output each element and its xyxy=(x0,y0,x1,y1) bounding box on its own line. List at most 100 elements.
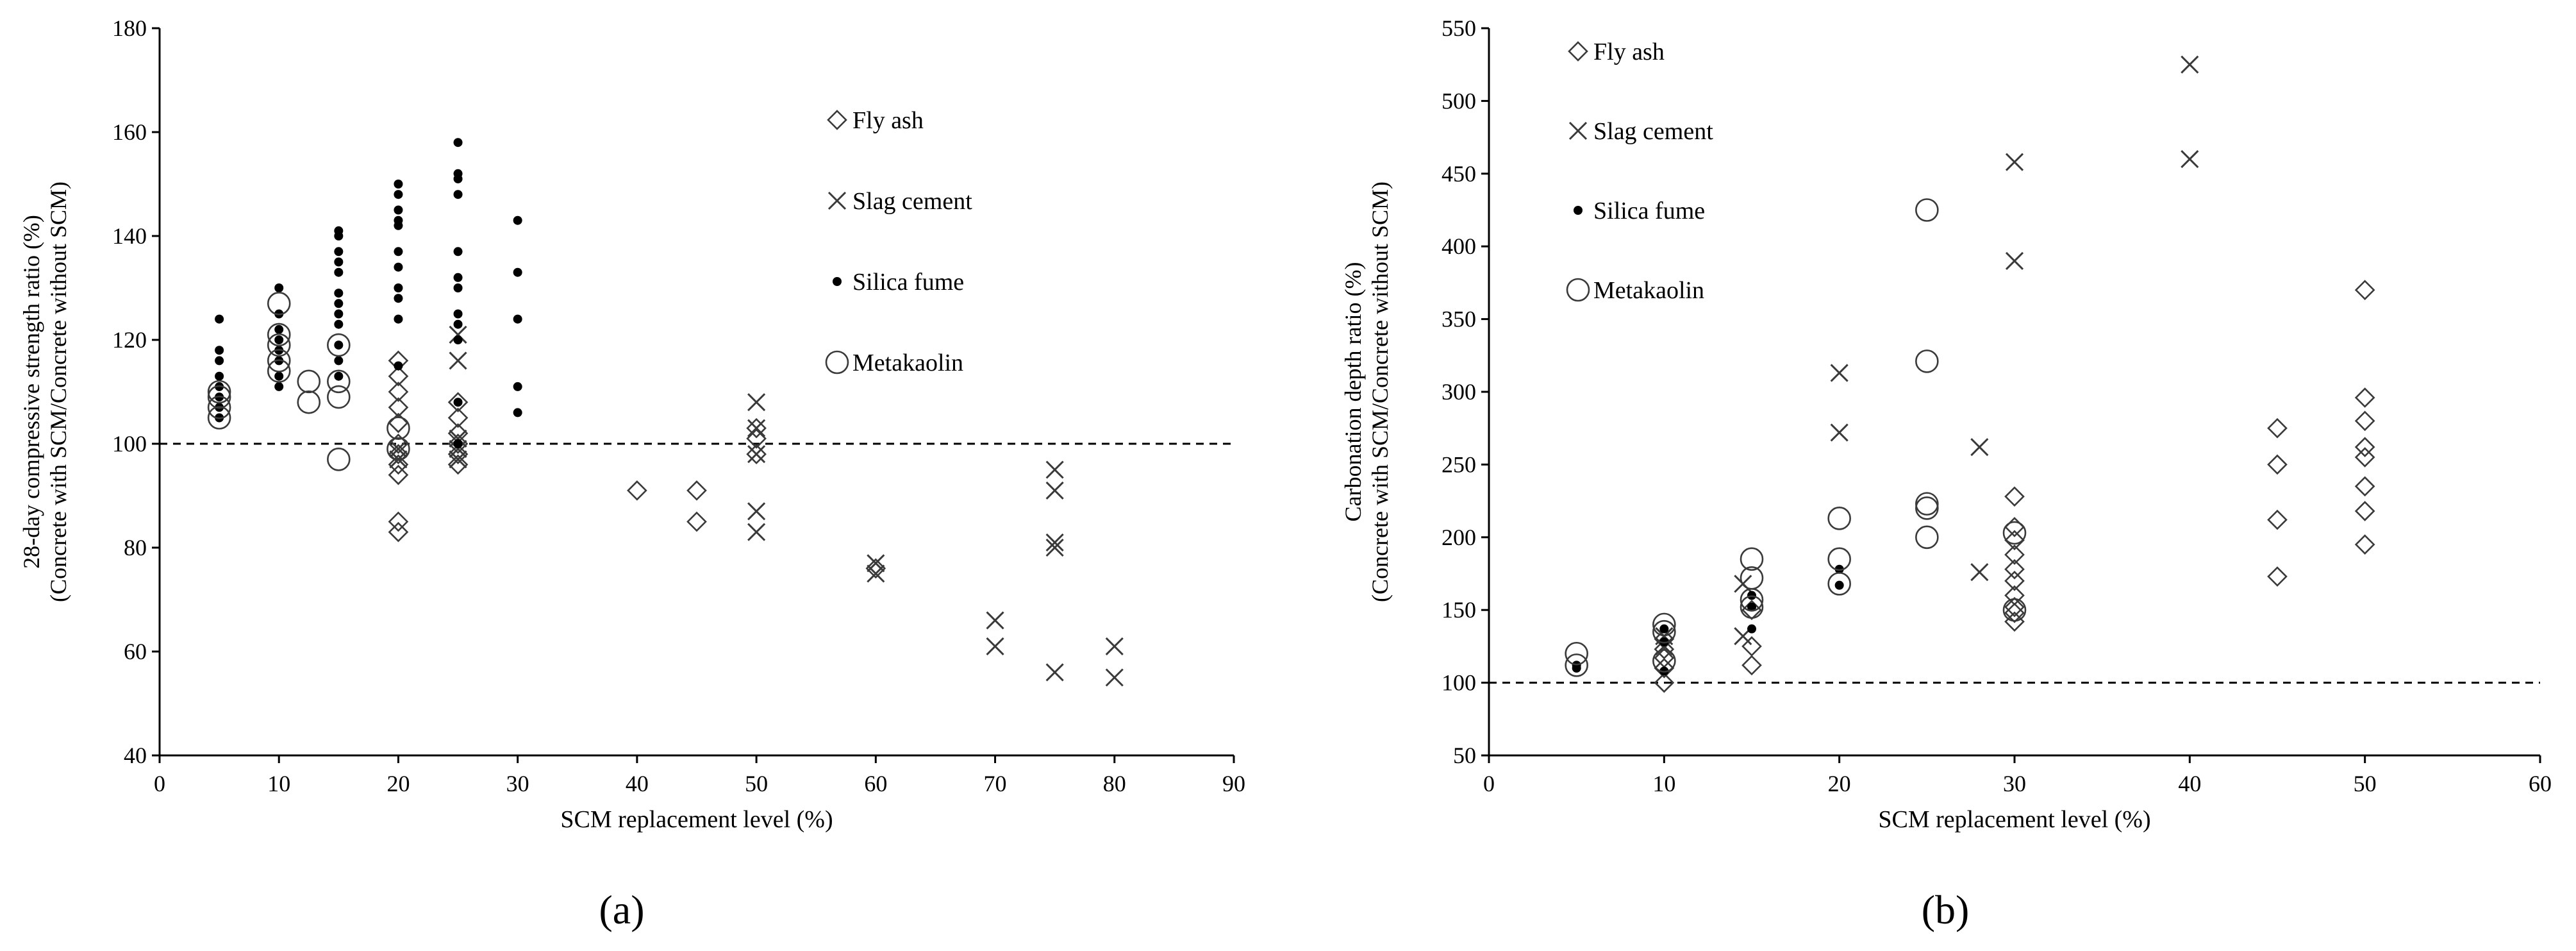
data-point-silica-fume xyxy=(1747,602,1756,612)
y-axis-label-secondary: (Concrete with SCM/Concrete without SCM) xyxy=(46,181,71,602)
data-point-fly-ash xyxy=(2004,486,2025,507)
panel-b-label: (b) xyxy=(1922,887,1970,932)
data-point-metakaolin xyxy=(1565,653,1588,677)
x-tick-label: 70 xyxy=(984,771,1007,796)
data-point-slag-cement xyxy=(747,502,766,521)
data-point-fly-ash xyxy=(1741,600,1762,621)
x-axis-label: SCM replacement level (%) xyxy=(560,806,833,833)
data-point-fly-ash xyxy=(2354,437,2375,458)
x-tick-label: 20 xyxy=(386,771,410,796)
data-point-silica-fume xyxy=(453,309,463,319)
legend-label-silica-fume: Silica fume xyxy=(852,269,964,296)
data-point-fly-ash xyxy=(447,407,469,428)
data-point-silica-fume xyxy=(334,341,344,350)
y-tick-label: 450 xyxy=(1442,161,1476,187)
y-tick-label: 350 xyxy=(1442,307,1476,332)
data-point-fly-ash xyxy=(2267,417,2288,439)
data-point-silica-fume xyxy=(274,382,284,391)
y-tick-label: 60 xyxy=(124,639,147,664)
y-tick-label: 140 xyxy=(112,223,147,249)
chart-panel-a: 0 10 20 30 40 50 60 70 80 90 40 60 80 100 120 140 160 180… xyxy=(19,15,1245,932)
data-point-slag-cement xyxy=(1045,533,1064,551)
data-point-fly-ash xyxy=(2354,534,2375,555)
data-point-silica-fume xyxy=(453,273,463,282)
y-axis-label-secondary: (Concrete with SCM/Concrete without SCM) xyxy=(1367,181,1393,602)
data-point-metakaolin xyxy=(1915,525,1939,550)
data-point-metakaolin xyxy=(1740,566,1764,590)
legend-marker-fly-ash xyxy=(827,110,847,130)
data-point-silica-fume xyxy=(334,267,344,277)
data-point-silica-fume xyxy=(453,335,463,344)
data-point-silica-fume xyxy=(215,356,224,366)
data-point-fly-ash xyxy=(2354,501,2375,521)
data-point-slag-cement xyxy=(449,325,467,344)
data-point-metakaolin xyxy=(207,385,231,409)
data-point-metakaolin xyxy=(327,447,351,471)
data-point-slag-cement xyxy=(2181,150,2199,169)
y-tick-label: 300 xyxy=(1442,379,1476,405)
data-point-silica-fume xyxy=(334,356,344,366)
data-point-silica-fume xyxy=(215,371,224,381)
x-tick-label: 10 xyxy=(1652,771,1675,796)
data-point-silica-fume xyxy=(513,267,522,277)
data-point-metakaolin xyxy=(1827,572,1851,596)
data-point-fly-ash xyxy=(2004,517,2025,537)
data-point-silica-fume xyxy=(394,205,403,215)
data-point-silica-fume xyxy=(274,324,284,334)
data-point-metakaolin xyxy=(2002,521,2027,545)
x-tick-label: 50 xyxy=(2354,771,2377,796)
data-point-metakaolin xyxy=(297,390,321,414)
data-point-silica-fume xyxy=(453,283,463,292)
data-point-metakaolin xyxy=(1915,349,1939,373)
x-tick-label: 30 xyxy=(2003,771,2026,796)
x-tick-label: 60 xyxy=(2529,771,2552,796)
x-tick-label: 10 xyxy=(267,771,290,796)
data-point-slag-cement xyxy=(1105,668,1124,687)
data-point-silica-fume xyxy=(394,283,403,292)
data-point-slag-cement xyxy=(1045,460,1064,479)
data-point-silica-fume xyxy=(1834,580,1844,590)
y-tick-label: 500 xyxy=(1442,88,1476,114)
legend-marker-metakaolin xyxy=(1566,278,1590,302)
x-tick-label: 60 xyxy=(864,771,887,796)
data-point-silica-fume xyxy=(453,247,463,257)
data-point-fly-ash xyxy=(2354,387,2375,408)
data-point-silica-fume xyxy=(513,314,522,324)
data-point-fly-ash xyxy=(2267,566,2288,587)
data-point-fly-ash xyxy=(388,464,409,485)
data-point-silica-fume xyxy=(215,314,224,324)
data-point-silica-fume xyxy=(453,398,463,407)
data-point-metakaolin xyxy=(1915,496,1939,520)
data-point-metakaolin xyxy=(267,333,291,357)
legend-marker-metakaolin xyxy=(825,350,849,375)
data-point-slag-cement xyxy=(1970,438,1989,457)
data-point-metakaolin xyxy=(267,323,291,347)
data-point-slag-cement xyxy=(747,419,766,437)
y-tick-label: 160 xyxy=(112,119,147,145)
data-point-fly-ash xyxy=(2267,509,2288,530)
data-point-silica-fume xyxy=(334,226,344,235)
legend-label-silica-fume: Silica fume xyxy=(1593,198,1705,224)
data-point-slag-cement xyxy=(747,445,766,464)
data-point-fly-ash xyxy=(447,444,469,465)
data-point-silica-fume xyxy=(453,439,463,448)
data-point-metakaolin xyxy=(297,369,321,394)
legend-label-fly-ash: Fly ash xyxy=(852,107,924,134)
data-point-silica-fume xyxy=(453,138,463,147)
data-point-fly-ash xyxy=(2004,596,2025,618)
data-point-metakaolin xyxy=(327,369,351,394)
data-point-fly-ash xyxy=(746,428,767,449)
data-point-fly-ash xyxy=(388,382,409,402)
y-axis-label: Carbonation depth ratio (%) xyxy=(1340,262,1366,522)
data-point-silica-fume xyxy=(334,371,344,381)
y-tick-label: 100 xyxy=(1442,670,1476,696)
data-point-metakaolin xyxy=(386,437,410,461)
data-point-slag-cement xyxy=(1830,423,1849,442)
y-tick-label: 50 xyxy=(1453,743,1476,768)
data-point-slag-cement xyxy=(389,440,408,459)
x-tick-label: 40 xyxy=(2178,771,2201,796)
data-point-fly-ash xyxy=(2354,280,2375,301)
data-point-slag-cement xyxy=(1830,364,1849,382)
data-point-silica-fume xyxy=(334,247,344,257)
